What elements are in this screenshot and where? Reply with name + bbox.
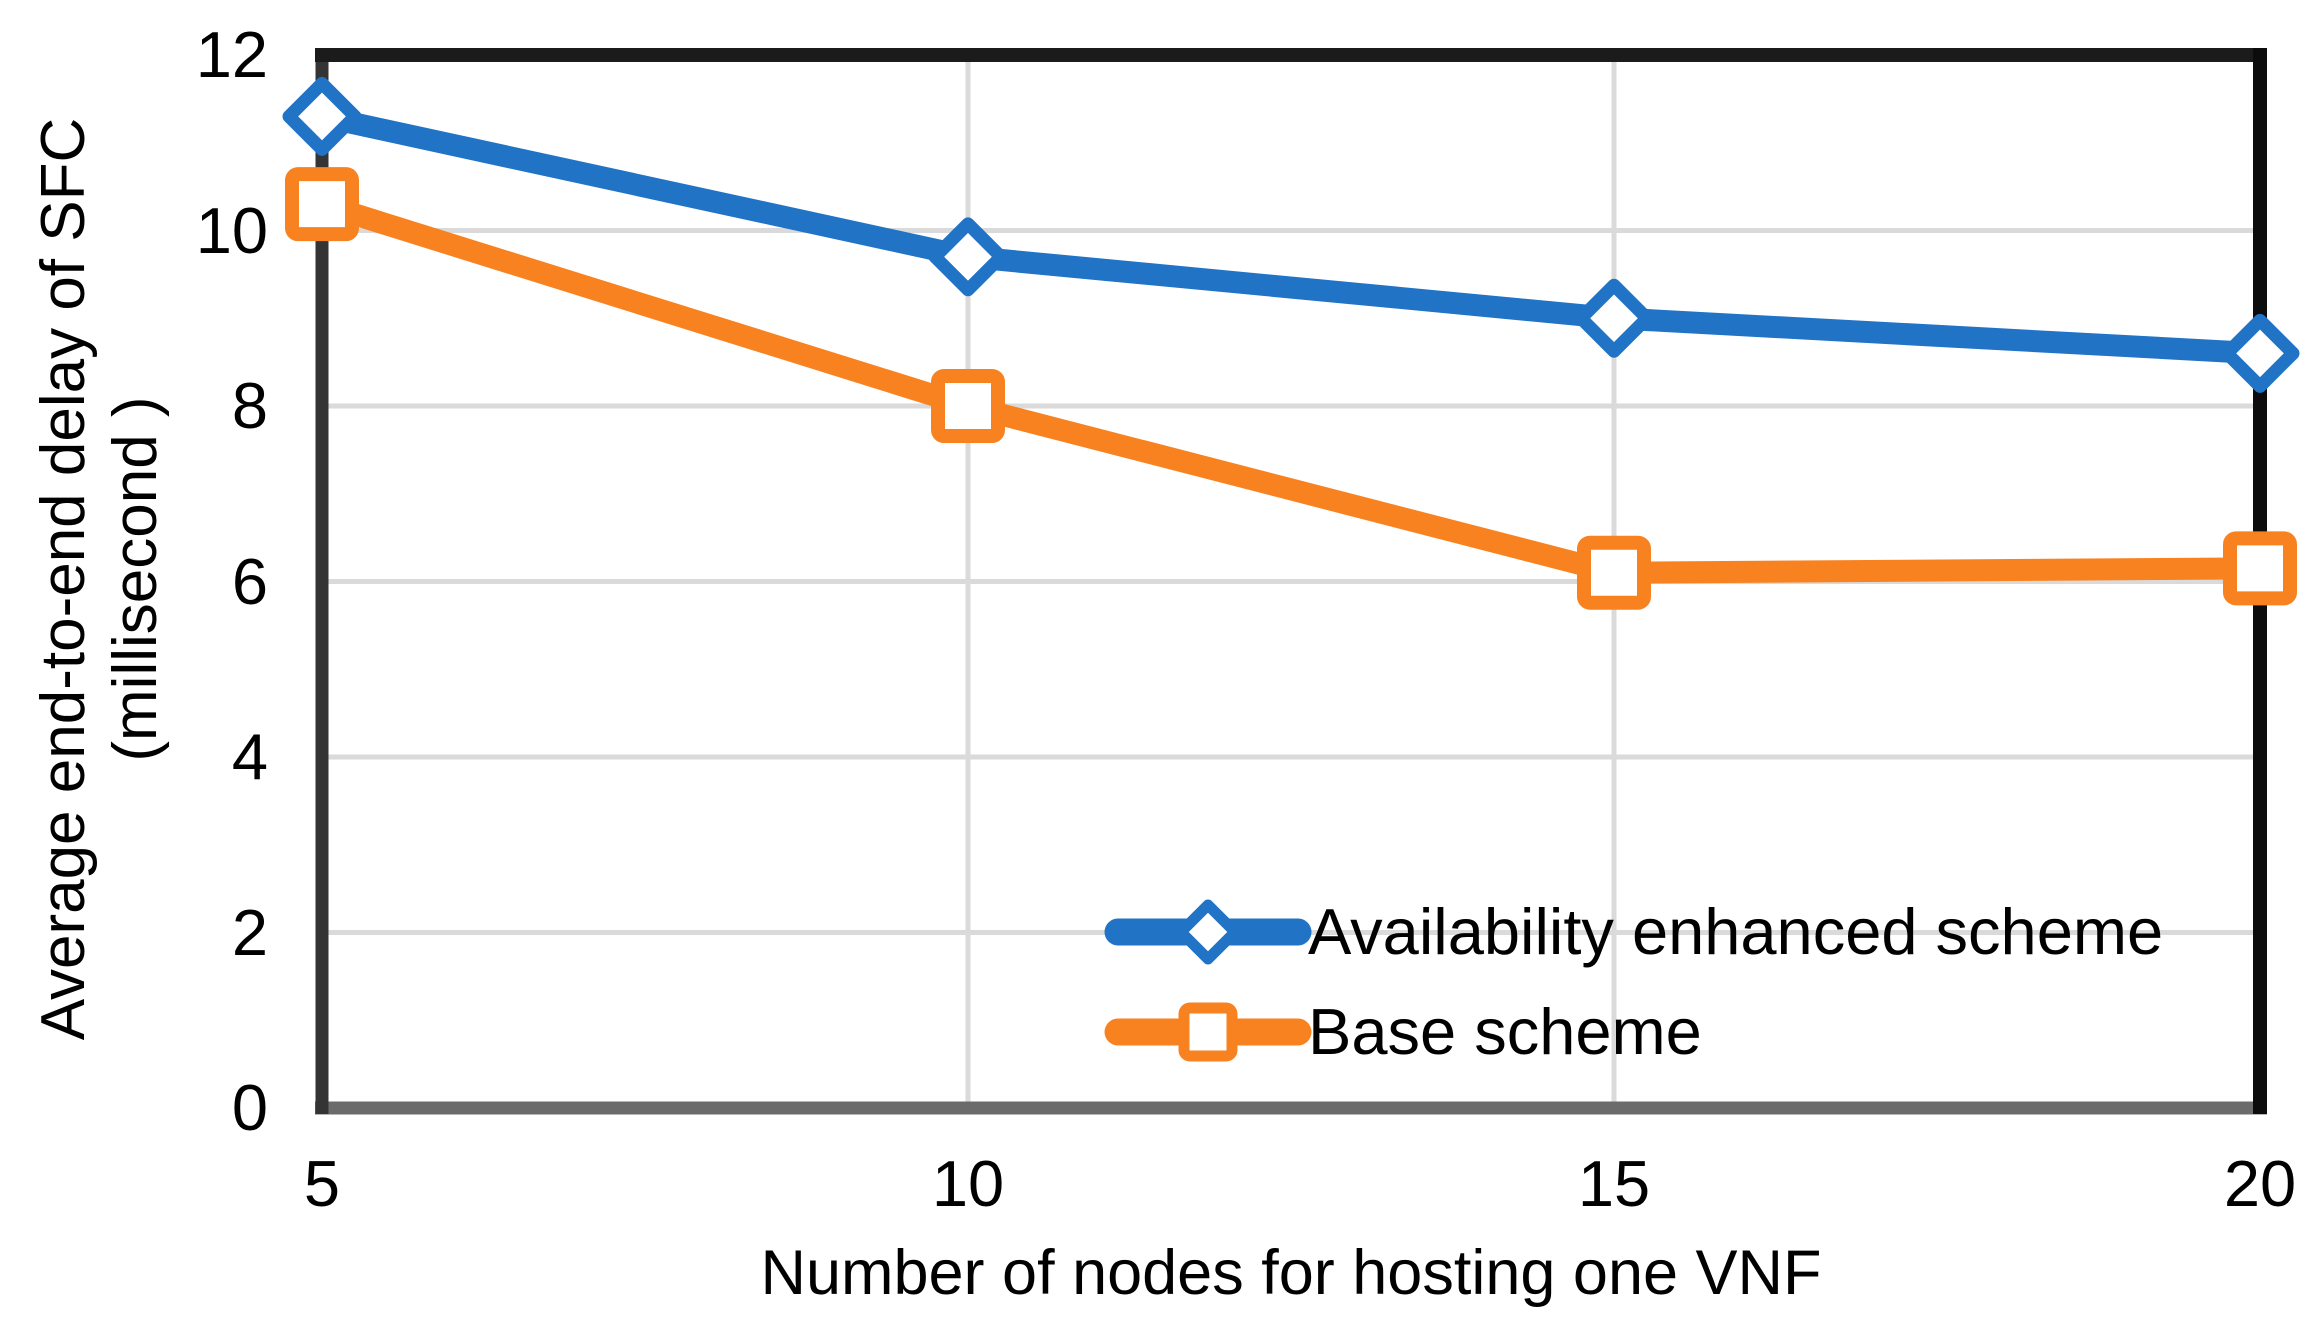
y-axis-tick-label: 2 [231,895,268,969]
data-point-marker [1577,535,1651,610]
x-axis-title: Number of nodes for hosting one VNF [760,1238,1822,1308]
legend-marker [1175,899,1241,965]
data-point-marker [2223,531,2297,606]
data-point-marker [285,167,359,242]
data-point-marker [931,369,1005,443]
legend-marker [1178,1002,1238,1062]
y-axis-tick-label: 0 [231,1071,268,1144]
y-axis-tick-label: 8 [231,369,268,442]
x-axis-tick-label: 5 [303,1147,341,1220]
y-axis-tick-label: 12 [195,18,268,91]
data-point-marker [1574,278,1654,358]
data-point-marker [2220,313,2300,393]
y-axis-tick-label: 6 [231,544,268,618]
series-line [311,105,2271,365]
y-axis-tick-label: 4 [231,720,268,793]
data-point-marker [282,76,362,156]
legend-item-label: Base scheme [1308,995,1702,1068]
x-axis-tick-label: 15 [1577,1147,1651,1220]
x-axis-tick-label: 20 [2223,1147,2297,1220]
legend-item-label: Availability enhanced scheme [1308,895,2164,968]
y-axis-tick-label: 10 [195,193,268,267]
data-point-marker [928,217,1008,297]
series-line [311,193,2271,584]
x-axis-tick-label: 10 [931,1147,1005,1220]
